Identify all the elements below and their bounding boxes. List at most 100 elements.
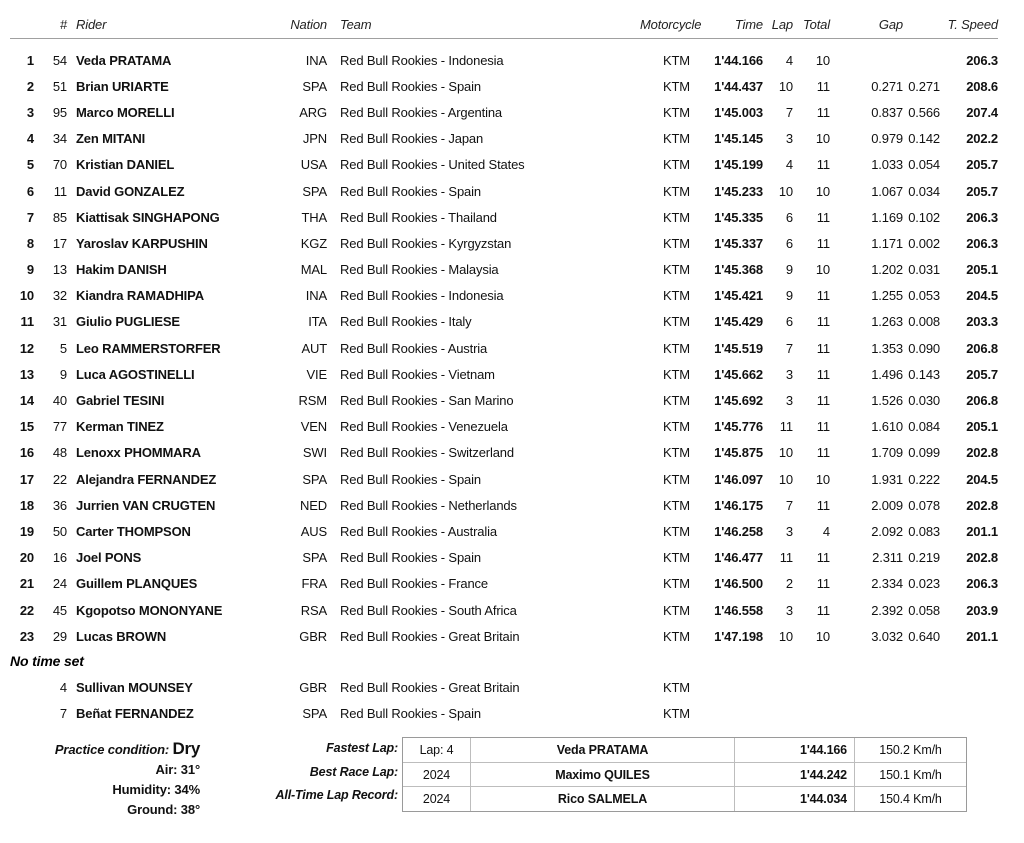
interval-cell: 0.031 bbox=[908, 262, 940, 278]
humidity: Humidity: 34% bbox=[112, 782, 200, 797]
total-laps-cell: 4 bbox=[822, 523, 830, 539]
rider-number-cell: 17 bbox=[52, 235, 67, 251]
ground-temperature: Ground: 38° bbox=[127, 802, 200, 817]
top-speed-cell: 205.1 bbox=[966, 419, 998, 435]
table-row: 5 70 Kristian DANIEL USA Red Bull Rookie… bbox=[10, 152, 998, 178]
table-row: 19 50 Carter THOMPSON AUS Red Bull Rooki… bbox=[10, 518, 998, 544]
team-cell: Red Bull Rookies - Spain bbox=[340, 706, 481, 722]
motorcycle-cell: KTM bbox=[663, 706, 690, 722]
table-row: 22 45 Kgopotso MONONYANE RSA Red Bull Ro… bbox=[10, 597, 998, 623]
motorcycle-cell: KTM bbox=[663, 157, 690, 173]
interval-cell: 0.023 bbox=[908, 576, 940, 592]
table-row: 1 54 Veda PRATAMA INA Red Bull Rookies -… bbox=[10, 47, 998, 73]
position-cell: 22 bbox=[19, 602, 34, 618]
interval-cell: 0.053 bbox=[908, 288, 940, 304]
lap-cell: 7 bbox=[785, 497, 793, 513]
rider-name-cell: Alejandra FERNANDEZ bbox=[76, 471, 217, 487]
gap-cell: 3.032 bbox=[871, 628, 903, 644]
time-cell: 1'45.421 bbox=[714, 288, 763, 304]
lap-cell: 3 bbox=[785, 393, 793, 409]
rider-name-cell: Sullivan MOUNSEY bbox=[76, 679, 193, 695]
total-laps-cell: 11 bbox=[816, 209, 830, 225]
rider-name-cell: Giulio PUGLIESE bbox=[76, 314, 180, 330]
gap-cell: 1.526 bbox=[871, 393, 903, 409]
rider-name-cell: Veda PRATAMA bbox=[76, 52, 172, 68]
best-race-lap-row: 2024 Maximo QUILES 1'44.242 150.1 Km/h bbox=[403, 761, 966, 787]
gap-cell: 2.334 bbox=[871, 576, 903, 592]
conditions-block: Practice condition: Dry Air: 31° Humidit… bbox=[0, 738, 200, 820]
position-cell: 15 bbox=[19, 419, 34, 435]
table-row: 3 95 Marco MORELLI ARG Red Bull Rookies … bbox=[10, 99, 998, 125]
motorcycle-cell: KTM bbox=[663, 340, 690, 356]
rider-number-cell: 4 bbox=[59, 679, 67, 695]
team-cell: Red Bull Rookies - South Africa bbox=[340, 602, 517, 618]
nation-cell: SPA bbox=[302, 183, 327, 199]
nation-cell: ARG bbox=[299, 104, 327, 120]
team-cell: Red Bull Rookies - Spain bbox=[340, 550, 481, 566]
nation-cell: USA bbox=[300, 157, 327, 173]
no-time-section-label: No time set bbox=[10, 653, 84, 670]
total-laps-cell: 10 bbox=[815, 52, 830, 68]
lap-cell: 2 bbox=[785, 576, 793, 592]
nation-cell: THA bbox=[301, 209, 327, 225]
team-cell: Red Bull Rookies - Great Britain bbox=[340, 628, 520, 644]
time-cell: 1'46.500 bbox=[714, 576, 763, 592]
interval-cell: 0.083 bbox=[908, 523, 940, 539]
interval-cell: 0.271 bbox=[908, 78, 940, 94]
total-laps-cell: 11 bbox=[816, 366, 830, 382]
rider-name-cell: David GONZALEZ bbox=[76, 183, 185, 199]
top-speed-cell: 202.8 bbox=[966, 445, 998, 461]
interval-cell: 0.084 bbox=[908, 419, 940, 435]
rider-number-cell: 70 bbox=[52, 157, 67, 173]
time-cell: 1'45.003 bbox=[714, 104, 763, 120]
practice-condition-line: Practice condition: Dry bbox=[0, 738, 200, 760]
header-top-speed: T. Speed bbox=[947, 16, 999, 32]
table-body: 1 54 Veda PRATAMA INA Red Bull Rookies -… bbox=[0, 47, 1024, 649]
team-cell: Red Bull Rookies - Great Britain bbox=[340, 679, 520, 695]
practice-condition-label: Practice condition: bbox=[54, 742, 170, 757]
gap-cell: 1.610 bbox=[871, 419, 903, 435]
nation-cell: VEN bbox=[300, 419, 327, 435]
time-cell: 1'45.199 bbox=[714, 157, 763, 173]
time-cell: 1'46.477 bbox=[714, 550, 763, 566]
time-cell: 1'45.662 bbox=[714, 366, 763, 382]
nation-cell: AUT bbox=[301, 340, 327, 356]
time-cell: 1'45.429 bbox=[714, 314, 763, 330]
time-cell: 1'45.337 bbox=[714, 235, 763, 251]
motorcycle-cell: KTM bbox=[663, 78, 690, 94]
record-rider-cell: Maximo QUILES bbox=[470, 762, 734, 787]
header-lap: Lap bbox=[771, 16, 793, 32]
time-cell: 1'45.368 bbox=[714, 262, 763, 278]
position-cell: 5 bbox=[26, 157, 34, 173]
rider-number-cell: 22 bbox=[52, 471, 67, 487]
nation-cell: VIE bbox=[306, 366, 327, 382]
nation-cell: INA bbox=[305, 52, 327, 68]
nation-cell: SPA bbox=[302, 550, 327, 566]
total-laps-cell: 11 bbox=[816, 497, 830, 513]
top-speed-cell: 201.1 bbox=[966, 628, 998, 644]
fastest-lap-label: Fastest Lap: bbox=[326, 741, 398, 755]
team-cell: Red Bull Rookies - Indonesia bbox=[340, 288, 504, 304]
gap-cell: 2.392 bbox=[871, 602, 903, 618]
team-cell: Red Bull Rookies - Netherlands bbox=[340, 497, 517, 513]
total-laps-cell: 11 bbox=[816, 340, 830, 356]
record-speed-cell: 150.2 Km/h bbox=[854, 738, 966, 762]
table-header: # Rider Nation Team Motorcycle Time Lap … bbox=[10, 10, 998, 38]
table-row: 12 5 Leo RAMMERSTORFER AUT Red Bull Rook… bbox=[10, 335, 998, 361]
air-temperature: Air: 31° bbox=[155, 762, 201, 777]
header-divider bbox=[10, 38, 998, 39]
header-number: # bbox=[59, 16, 67, 32]
gap-cell: 1.067 bbox=[871, 183, 903, 199]
rider-number-cell: 36 bbox=[52, 497, 67, 513]
total-laps-cell: 11 bbox=[816, 419, 830, 435]
record-time-cell: 1'44.242 bbox=[734, 762, 854, 787]
table-row: 4 34 Zen MITANI JPN Red Bull Rookies - J… bbox=[10, 126, 998, 152]
position-cell: 11 bbox=[20, 314, 35, 330]
header-gap: Gap bbox=[878, 16, 903, 32]
total-laps-cell: 11 bbox=[816, 235, 830, 251]
interval-cell: 0.142 bbox=[908, 131, 940, 147]
no-time-body: 4 Sullivan MOUNSEY GBR Red Bull Rookies … bbox=[0, 674, 1024, 726]
interval-cell: 0.058 bbox=[908, 602, 940, 618]
total-laps-cell: 10 bbox=[815, 131, 830, 147]
interval-cell: 0.054 bbox=[908, 157, 940, 173]
